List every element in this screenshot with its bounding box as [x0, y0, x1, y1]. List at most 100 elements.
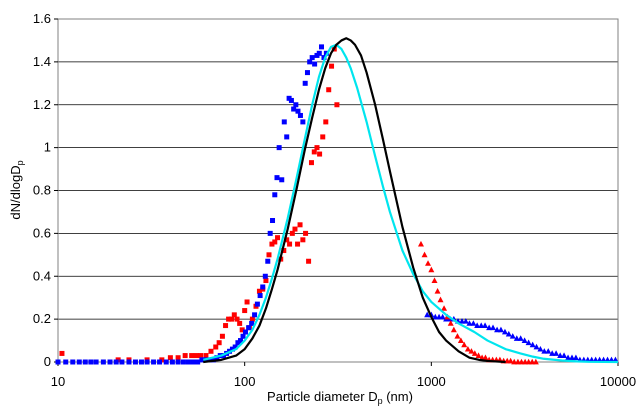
data-point-square: [63, 359, 69, 365]
data-point-square: [195, 359, 201, 365]
data-point-square: [295, 108, 301, 114]
y-tick-label: 0.6: [33, 225, 51, 240]
data-point-triangle: [439, 313, 446, 320]
data-point-square: [226, 316, 232, 322]
data-point-square: [281, 119, 287, 125]
data-point-triangle: [454, 333, 461, 339]
data-point-square: [326, 87, 332, 93]
data-point-square: [229, 346, 235, 352]
data-point-triangle: [572, 354, 579, 361]
data-point-triangle: [513, 335, 520, 341]
data-point-square: [284, 134, 290, 140]
y-tick-label: 0.4: [33, 268, 51, 283]
data-point-square: [291, 106, 297, 112]
data-point-square: [185, 359, 191, 365]
data-point-square: [228, 316, 234, 322]
data-point-triangle: [459, 318, 466, 324]
data-point-triangle: [457, 337, 464, 343]
data-point-triangle: [490, 324, 497, 331]
data-point-triangle: [553, 350, 560, 356]
data-point-triangle: [464, 345, 471, 352]
data-point-triangle: [417, 240, 424, 247]
data-point-square: [319, 44, 325, 50]
data-point-square: [257, 293, 263, 299]
data-point-triangle: [466, 320, 473, 326]
data-point-square: [190, 359, 196, 365]
data-point-square: [295, 241, 301, 247]
data-point-square: [284, 237, 290, 243]
y-tick-label: 1: [44, 140, 51, 155]
data-point-square: [126, 359, 132, 365]
series-cyan-fit: [202, 43, 619, 364]
data-point-triangle: [482, 322, 489, 328]
data-point-square: [272, 239, 278, 245]
data-point-triangle: [549, 350, 556, 356]
data-point-triangle: [474, 322, 481, 328]
data-point-square: [320, 134, 326, 140]
data-point-square: [329, 63, 335, 69]
data-point-triangle: [517, 335, 524, 341]
data-point-square: [242, 308, 248, 314]
data-point-square: [254, 301, 260, 307]
data-point-triangle: [431, 277, 438, 283]
data-point-triangle: [424, 311, 431, 318]
data-point-square: [314, 145, 320, 151]
data-point-square: [266, 252, 272, 258]
data-point-triangle: [497, 326, 504, 333]
data-point-square: [302, 80, 308, 86]
data-point-square: [300, 119, 306, 125]
data-point-square: [157, 359, 163, 365]
data-point-triangle: [501, 328, 508, 335]
data-point-triangle: [478, 322, 485, 328]
x-tick-label: 10: [51, 374, 65, 389]
data-point-triangle: [529, 341, 536, 348]
data-point-square: [193, 353, 199, 359]
data-point-square: [189, 353, 195, 359]
data-point-triangle: [425, 260, 432, 266]
data-point-square: [76, 359, 82, 365]
data-point-square: [289, 230, 295, 236]
data-point-square: [303, 230, 309, 236]
data-point-square: [262, 273, 268, 279]
data-point-triangle: [468, 348, 475, 354]
series-black-fit: [203, 37, 506, 364]
data-point-square: [93, 359, 99, 365]
data-point-square: [231, 312, 237, 318]
data-point-square: [307, 59, 313, 65]
data-point-square: [144, 359, 150, 365]
data-point-square: [323, 119, 329, 125]
data-point-square: [293, 102, 299, 108]
data-point-triangle: [441, 305, 448, 311]
data-point-square: [213, 344, 219, 350]
data-point-square: [308, 160, 314, 166]
data-point-triangle: [561, 352, 568, 358]
data-point-square: [167, 355, 173, 361]
data-point-square: [309, 55, 315, 61]
data-point-triangle: [532, 358, 539, 365]
data-point-triangle: [569, 354, 575, 361]
data-point-triangle: [450, 326, 457, 333]
data-point-square: [267, 230, 273, 236]
data-point-square: [119, 359, 125, 365]
x-tick-label: 100: [234, 374, 256, 389]
data-point-triangle: [612, 356, 619, 363]
y-tick-label: 0.8: [33, 183, 51, 198]
y-tick-label: 0: [44, 354, 51, 369]
data-point-triangle: [565, 354, 572, 361]
data-point-triangle: [432, 313, 439, 320]
data-point-triangle: [470, 320, 477, 326]
data-point-triangle: [482, 354, 489, 361]
data-point-square: [207, 357, 213, 363]
data-point-square: [244, 299, 250, 305]
data-point-square: [316, 50, 322, 56]
x-axis-ticks: 10 100 1000 10000: [51, 362, 636, 389]
data-point-triangle: [525, 339, 532, 346]
data-point-square: [169, 359, 175, 365]
data-point-square: [265, 258, 271, 264]
data-point-square: [223, 323, 229, 329]
data-point-square: [100, 359, 106, 365]
data-point-square: [216, 340, 222, 346]
data-point-square: [151, 359, 157, 365]
